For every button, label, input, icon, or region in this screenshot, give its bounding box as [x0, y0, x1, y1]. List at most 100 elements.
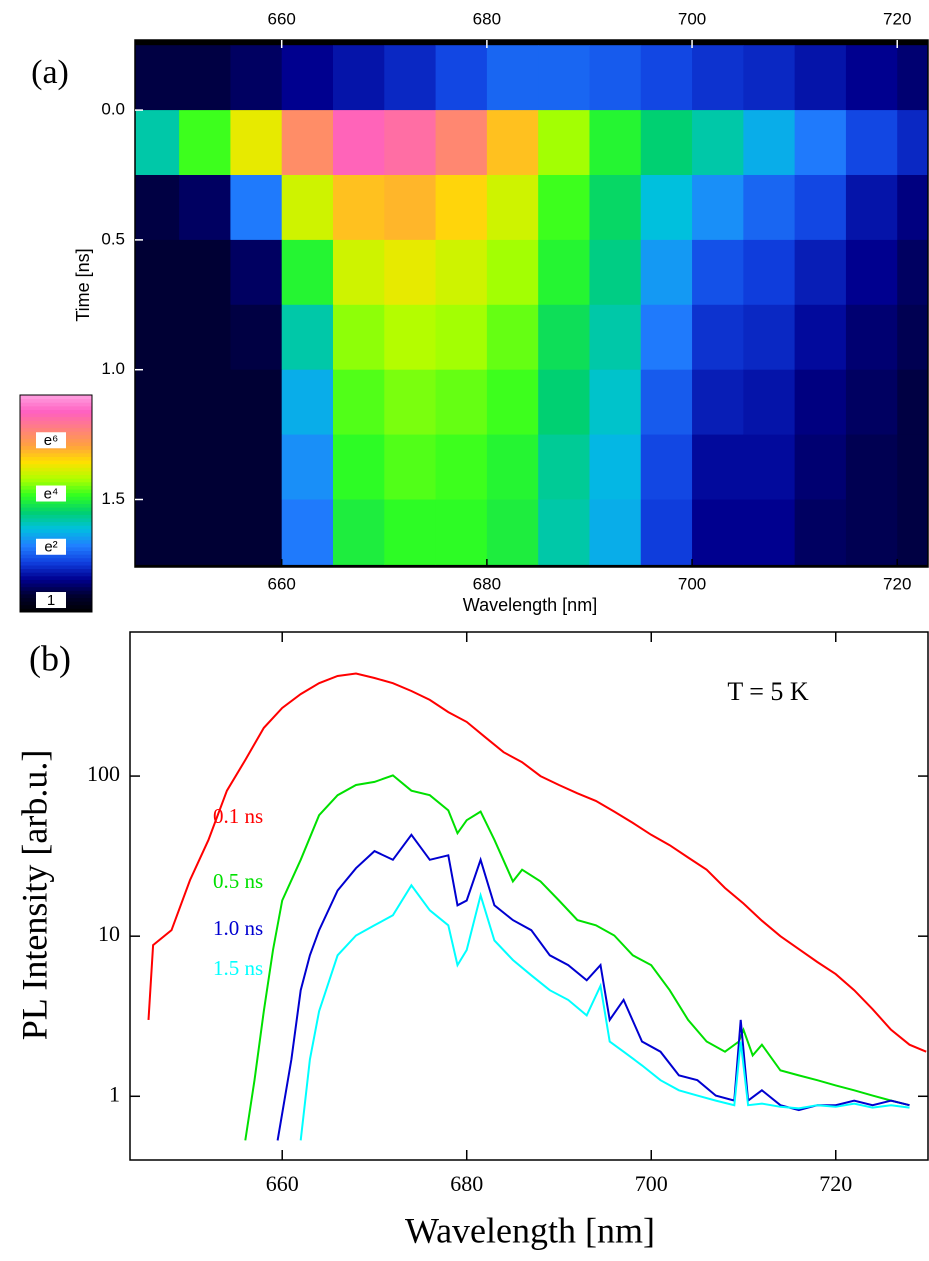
- colorbar-swatch: [20, 463, 92, 468]
- heatmap-cell: [179, 499, 231, 565]
- colorbar-swatch: [20, 510, 92, 515]
- colorbar-label-box: [36, 538, 66, 555]
- heatmap-cell: [897, 174, 928, 241]
- heatmap-cell: [486, 304, 539, 371]
- heatmap-cell: [845, 434, 898, 501]
- heatmap-cell: [135, 174, 180, 241]
- heatmap-cell: [435, 499, 488, 565]
- heatmap-cell: [332, 434, 385, 501]
- heatmap-cell: [589, 369, 642, 436]
- heatmap-cell: [435, 174, 488, 241]
- series-label: 0.1 ns: [213, 804, 263, 828]
- colorbar-swatch: [20, 561, 92, 566]
- colorbar-label-box: [36, 485, 66, 502]
- heatmap-cell: [640, 434, 693, 501]
- colorbar-swatch: [20, 568, 92, 573]
- heatmap-cell: [435, 304, 488, 371]
- heatmap-cell: [640, 499, 693, 565]
- colorbar-swatch: [20, 449, 92, 454]
- heatmap-cell: [332, 304, 385, 371]
- heatmap-cell: [743, 45, 796, 111]
- heatmap-cell: [692, 499, 744, 565]
- x-tick-label: 660: [268, 9, 296, 28]
- heatmap-cell: [845, 499, 898, 565]
- heatmap-cell: [640, 174, 693, 241]
- heatmap-cell: [179, 45, 231, 111]
- x-axis-label: Wavelength [nm]: [463, 595, 597, 615]
- heatmap-cell: [640, 369, 693, 436]
- heatmap-cell: [845, 304, 898, 371]
- heatmap-cell: [589, 499, 642, 565]
- heatmap-cell: [743, 499, 796, 565]
- heatmap-cell: [743, 304, 796, 371]
- colorbar-swatch: [20, 409, 92, 414]
- heatmap: [135, 45, 928, 565]
- colorbar-swatch: [20, 586, 92, 591]
- colorbar-swatch: [20, 528, 92, 533]
- heatmap-cell: [384, 369, 437, 436]
- heatmap-cell: [230, 174, 283, 241]
- heatmap-cell: [845, 369, 898, 436]
- heatmap-cell: [486, 110, 539, 176]
- colorbar-label: 1: [47, 592, 55, 609]
- heatmap-cell: [589, 110, 642, 176]
- colorbar-swatch: [20, 402, 92, 407]
- heatmap-cell: [384, 110, 437, 176]
- heatmap-cell: [230, 434, 283, 501]
- heatmap-cell: [794, 174, 847, 241]
- heatmap-cell: [332, 499, 385, 565]
- heatmap-cell: [692, 45, 744, 111]
- heatmap-cell: [794, 304, 847, 371]
- x-tick-label: 700: [678, 574, 706, 593]
- colorbar-swatch: [20, 557, 92, 562]
- heatmap-cell: [179, 369, 231, 436]
- heatmap-cell: [692, 110, 744, 176]
- heatmap-cell: [589, 434, 642, 501]
- heatmap-cell: [538, 499, 590, 565]
- heatmap-cell: [486, 239, 539, 306]
- series-label: 1.5 ns: [213, 956, 263, 980]
- colorbar-swatch: [20, 499, 92, 504]
- heatmap-cell: [538, 239, 590, 306]
- heatmap-cell: [538, 304, 590, 371]
- colorbar-swatch: [20, 507, 92, 512]
- heatmap-cell: [281, 110, 334, 176]
- y-tick-label: 1.0: [101, 359, 125, 378]
- heatmap-cell: [135, 110, 180, 176]
- annotation: T = 5 K: [727, 677, 809, 706]
- heatmap-cell: [538, 174, 590, 241]
- colorbar-swatch: [20, 456, 92, 461]
- heatmap-cell: [384, 174, 437, 241]
- heatmap-cell: [589, 45, 642, 111]
- series-label: 0.5 ns: [213, 869, 263, 893]
- colorbar-swatch: [20, 517, 92, 523]
- y-tick-label: 0.5: [101, 229, 125, 248]
- heatmap-cell: [281, 304, 334, 371]
- colorbar-swatch: [20, 452, 92, 457]
- heatmap-cell: [897, 369, 928, 436]
- heatmap-cell: [486, 369, 539, 436]
- heatmap-cell: [281, 434, 334, 501]
- heatmap-cell: [897, 304, 928, 371]
- heatmap-cell: [230, 110, 283, 176]
- heatmap-cell: [486, 45, 539, 111]
- panel-label: (a): [31, 54, 69, 91]
- x-tick-label: 700: [635, 1171, 668, 1196]
- heatmap-cell: [692, 174, 744, 241]
- heatmap-cell: [435, 369, 488, 436]
- colorbar-swatch: [20, 514, 92, 519]
- heatmap-cell: [384, 45, 437, 111]
- panel-label: (b): [29, 638, 71, 678]
- heatmap-cell: [794, 239, 847, 306]
- colorbar-swatch: [20, 521, 92, 526]
- y-tick-label: 0.0: [101, 100, 125, 119]
- heatmap-cell: [332, 369, 385, 436]
- series-line: [244, 774, 910, 1141]
- heatmap-cell: [897, 434, 928, 501]
- heatmap-cell: [794, 110, 847, 176]
- heatmap-cell: [538, 369, 590, 436]
- colorbar: 1 e² e⁴ e⁶: [19, 394, 93, 613]
- heatmap-cell: [897, 110, 928, 176]
- colorbar-swatch: [20, 398, 92, 403]
- y-axis-label: Time [ns]: [73, 248, 93, 321]
